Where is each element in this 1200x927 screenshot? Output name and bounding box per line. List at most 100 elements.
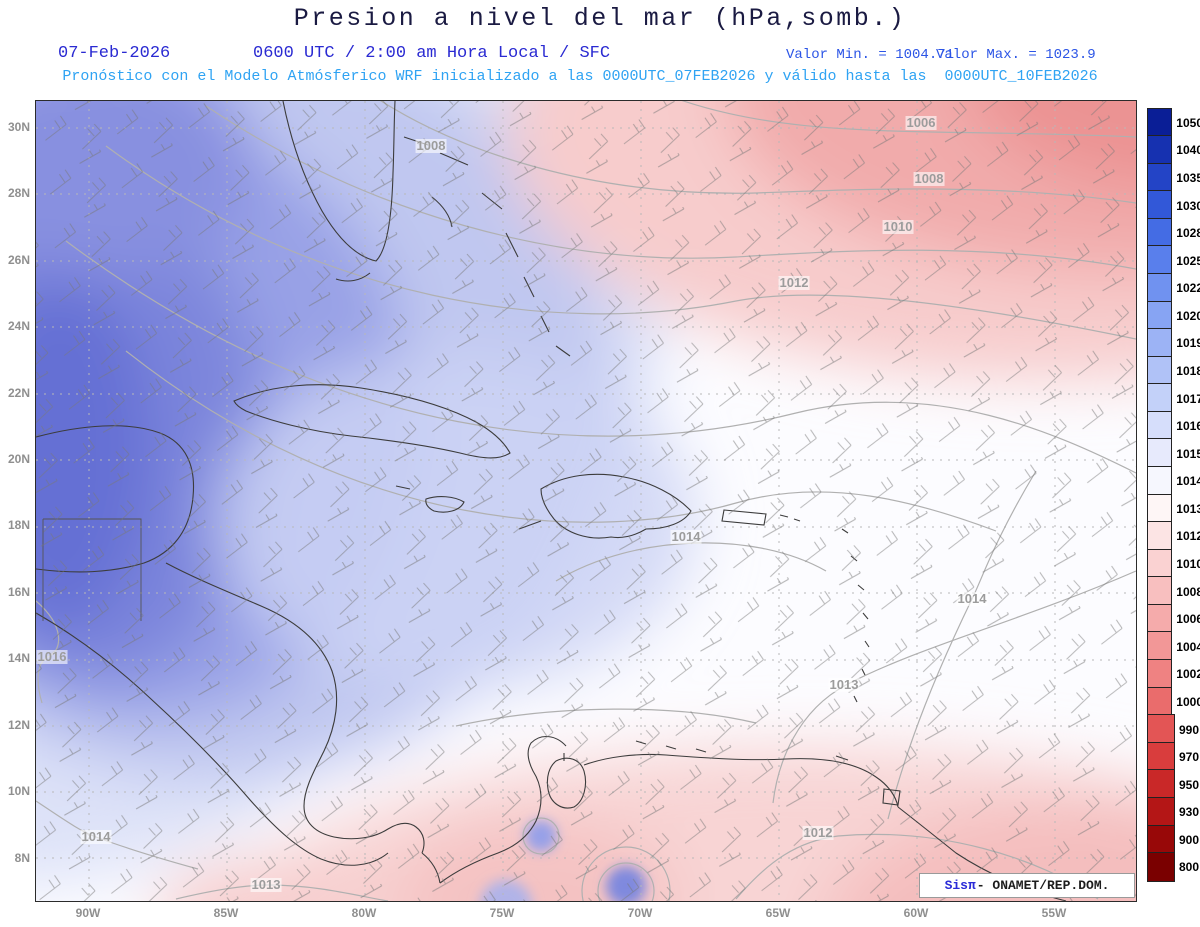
colorbar-label: 990 bbox=[1179, 722, 1200, 737]
colorbar-cell bbox=[1147, 190, 1173, 220]
isobar-label: 1008 bbox=[415, 138, 447, 153]
isobar-label: 1016 bbox=[36, 649, 68, 664]
page-title: Presion a nivel del mar (hPa,somb.) bbox=[293, 4, 907, 33]
lat-label: 22N bbox=[7, 386, 30, 400]
colorbar-cell bbox=[1147, 493, 1173, 524]
colorbar-cell bbox=[1147, 355, 1173, 386]
lat-label: 12N bbox=[7, 718, 30, 732]
isobar-label: 1010 bbox=[882, 219, 914, 234]
lat-label: 30N bbox=[7, 120, 30, 134]
colorbar-cell bbox=[1147, 438, 1173, 469]
lon-label: 60W bbox=[903, 906, 929, 920]
colorbar-label: 1030 bbox=[1176, 198, 1200, 213]
isobar-label: 1012 bbox=[802, 825, 834, 840]
colorbar-label: 1004 bbox=[1176, 639, 1200, 654]
colorbar-label: 1002 bbox=[1176, 667, 1200, 682]
lat-label: 16N bbox=[7, 585, 30, 599]
colorbar-cell bbox=[1147, 135, 1173, 165]
colorbar-label: 1025 bbox=[1176, 253, 1200, 268]
lon-label: 65W bbox=[765, 906, 791, 920]
colorbar-label: 1000 bbox=[1176, 694, 1200, 709]
lat-label: 10N bbox=[7, 784, 30, 798]
isobar-label: 1006 bbox=[905, 115, 937, 130]
wind-barbs-layer bbox=[36, 101, 1136, 901]
isobar-label: 1014 bbox=[956, 591, 988, 606]
colorbar-label: 1019 bbox=[1176, 336, 1200, 351]
isobar-label: 1012 bbox=[778, 275, 810, 290]
colorbar-cell bbox=[1147, 741, 1175, 772]
colorbar-cell bbox=[1147, 769, 1175, 799]
colorbar-cell bbox=[1147, 410, 1173, 441]
colorbar-label: 1006 bbox=[1176, 612, 1200, 627]
isobar-label: 1008 bbox=[913, 171, 945, 186]
run-date: 07-Feb-2026 bbox=[58, 44, 171, 63]
colorbar-label: 1018 bbox=[1176, 363, 1200, 378]
lon-label: 70W bbox=[627, 906, 653, 920]
colorbar-cell bbox=[1147, 576, 1173, 606]
colorbar: 1050 1040 1035 1030 1028 1025 1022 1020 … bbox=[1147, 107, 1200, 882]
colorbar-cell bbox=[1147, 796, 1175, 827]
colorbar-label: 1028 bbox=[1176, 226, 1200, 241]
lon-label: 90W bbox=[75, 906, 101, 920]
value-max: Valor Max. = 1023.9 bbox=[936, 47, 1096, 63]
colorbar-label: 1014 bbox=[1176, 474, 1200, 489]
lat-label: 26N bbox=[7, 253, 30, 267]
lon-label: 55W bbox=[1041, 906, 1067, 920]
colorbar-cell bbox=[1147, 217, 1173, 248]
lat-label: 18N bbox=[7, 518, 30, 532]
valid-time: 0600 UTC / 2:00 am Hora Local / SFC bbox=[253, 44, 611, 63]
isobar-label: 1013 bbox=[828, 677, 860, 692]
map-graphics bbox=[36, 101, 1136, 901]
brand-label: Sisπ bbox=[944, 878, 976, 893]
org-label: - ONAMET/REP.DOM. bbox=[976, 878, 1110, 893]
colorbar-label: 800 bbox=[1179, 860, 1200, 875]
isobar-label: 1014 bbox=[670, 529, 702, 544]
lat-label: 14N bbox=[7, 651, 30, 665]
colorbar-cell bbox=[1147, 603, 1173, 634]
colorbar-cell bbox=[1147, 107, 1173, 138]
colorbar-label: 1016 bbox=[1176, 419, 1200, 434]
colorbar-cell bbox=[1147, 659, 1173, 689]
lon-label: 85W bbox=[213, 906, 239, 920]
colorbar-label: 1008 bbox=[1176, 584, 1200, 599]
colorbar-label: 900 bbox=[1179, 832, 1200, 847]
colorbar-label: 1022 bbox=[1176, 281, 1200, 296]
colorbar-cell bbox=[1147, 466, 1173, 496]
colorbar-cell bbox=[1147, 328, 1173, 358]
lon-label: 75W bbox=[489, 906, 515, 920]
lat-label: 24N bbox=[7, 319, 30, 333]
colorbar-label: 1040 bbox=[1176, 143, 1200, 158]
colorbar-cell bbox=[1147, 521, 1173, 551]
colorbar-cell bbox=[1147, 686, 1173, 717]
lat-label: 28N bbox=[7, 186, 30, 200]
lon-label: 80W bbox=[351, 906, 377, 920]
colorbar-cell bbox=[1147, 383, 1173, 413]
value-min: Valor Min. = 1004.71 bbox=[786, 47, 955, 63]
colorbar-label: 1050 bbox=[1176, 115, 1200, 130]
colorbar-cell bbox=[1147, 300, 1173, 331]
map-canvas: 1008 1006 1008 1010 1012 1014 1014 1013 … bbox=[35, 100, 1137, 902]
colorbar-cell bbox=[1147, 824, 1175, 855]
lat-label: 8N bbox=[14, 851, 30, 865]
colorbar-label: 1015 bbox=[1176, 446, 1200, 461]
colorbar-label: 1017 bbox=[1176, 391, 1200, 406]
isobar-label: 1014 bbox=[80, 829, 112, 844]
colorbar-label: 1020 bbox=[1176, 308, 1200, 323]
colorbar-cell bbox=[1147, 548, 1173, 579]
colorbar-cell bbox=[1147, 631, 1173, 662]
colorbar-cell bbox=[1147, 162, 1173, 193]
colorbar-label: 1012 bbox=[1176, 529, 1200, 544]
credit-box: Sisπ - ONAMET/REP.DOM. bbox=[919, 873, 1135, 898]
forecast-line: Pronóstico con el Modelo Atmósferico WRF… bbox=[62, 68, 1098, 85]
colorbar-label: 1035 bbox=[1176, 170, 1200, 185]
colorbar-label: 950 bbox=[1179, 777, 1200, 792]
isobar-label: 1013 bbox=[250, 877, 282, 892]
lat-label: 20N bbox=[7, 452, 30, 466]
colorbar-cell bbox=[1147, 272, 1173, 303]
colorbar-label: 970 bbox=[1179, 750, 1200, 765]
colorbar-cell bbox=[1147, 245, 1173, 275]
colorbar-cell bbox=[1147, 714, 1175, 744]
colorbar-cell bbox=[1147, 852, 1175, 882]
colorbar-label: 1010 bbox=[1176, 557, 1200, 572]
